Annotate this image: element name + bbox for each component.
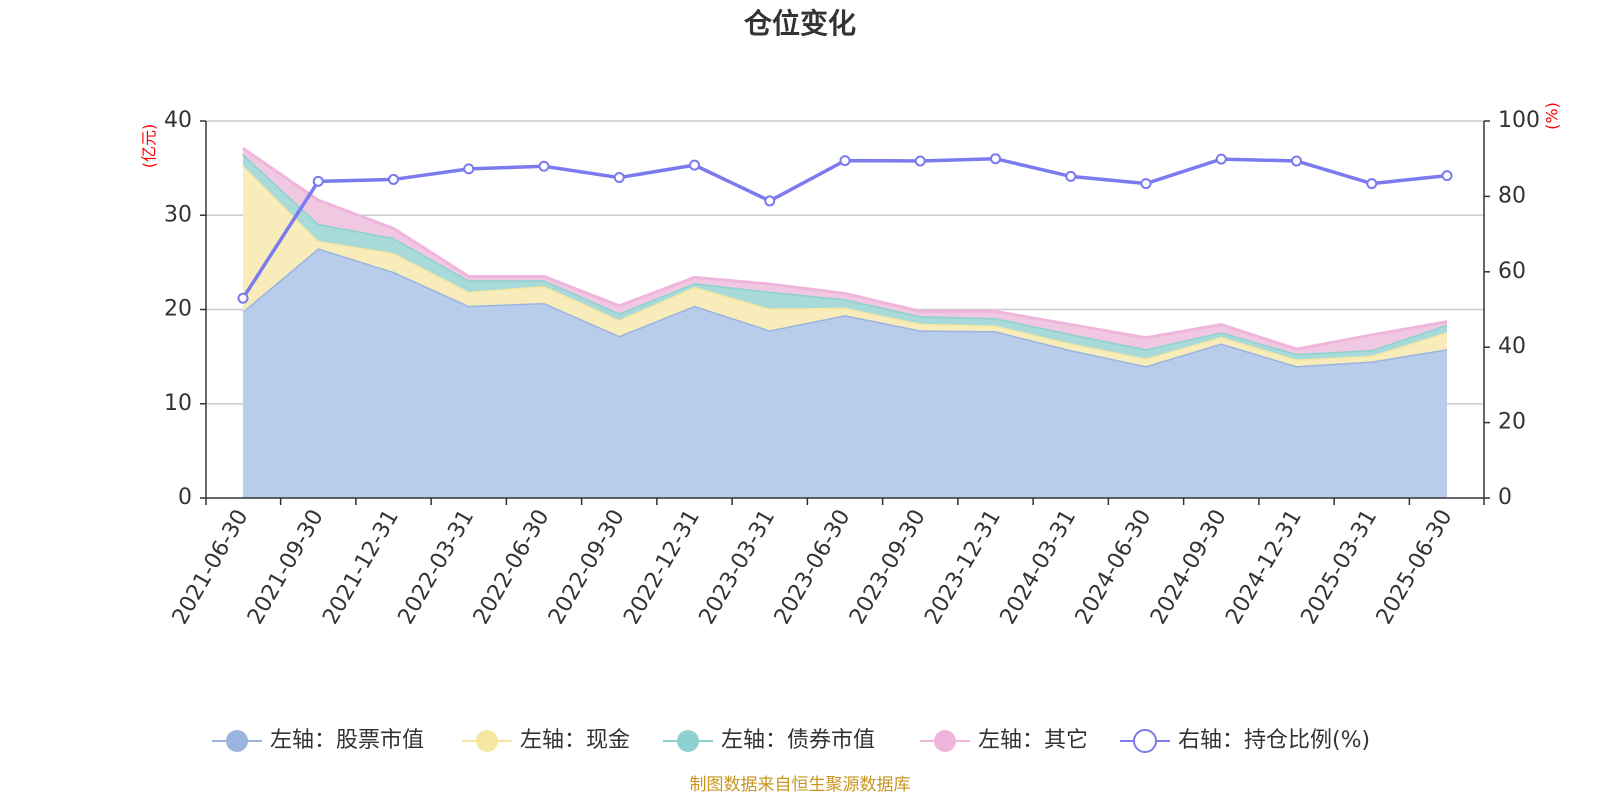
- ratio-point: [990, 153, 1001, 165]
- left-tick-label: 10: [164, 391, 192, 416]
- data-source-note: 制图数据来自恒生聚源数据库: [690, 775, 911, 795]
- legend[interactable]: 左轴：股票市值 左轴：现金 左轴：债券市值 左轴：其它 右轴：持仓比例(%): [212, 728, 1370, 753]
- legend-label: 左轴：股票市值: [270, 728, 424, 753]
- x-tick-label: 2022-06-30: [469, 506, 555, 629]
- ratio-point: [388, 173, 399, 185]
- ratio-point: [237, 292, 249, 304]
- x-tick-label: 2024-03-31: [996, 506, 1082, 629]
- legend-item-2[interactable]: 左轴：债券市值: [663, 728, 875, 753]
- ratio-point: [613, 172, 625, 184]
- ratio-point: [1065, 170, 1077, 182]
- legend-marker: [934, 730, 956, 752]
- legend-item-1[interactable]: 左轴：现金: [462, 728, 630, 753]
- ratio-point: [1441, 170, 1453, 182]
- right-tick-label: 0: [1498, 485, 1512, 510]
- ratio-point: [538, 160, 550, 172]
- x-tick-label: 2024-12-31: [1221, 506, 1307, 629]
- x-tick-label: 2023-09-30: [845, 506, 931, 629]
- x-tick-label: 2022-12-31: [619, 506, 705, 629]
- ratio-point: [463, 163, 475, 175]
- x-tick-label: 2022-09-30: [544, 506, 630, 629]
- chart-title: 仓位变化: [744, 7, 856, 40]
- left-tick-label: 20: [164, 297, 192, 322]
- x-tick-label: 2024-06-30: [1071, 506, 1157, 629]
- x-tick-label: 2023-12-31: [920, 506, 1006, 629]
- legend-marker-hollow: [1133, 729, 1157, 753]
- ratio-point: [1140, 178, 1152, 190]
- x-tick-label: 2023-06-30: [770, 506, 856, 629]
- right-axis-unit: (%): [1543, 102, 1562, 130]
- legend-marker: [677, 730, 699, 752]
- ratio-point: [1366, 178, 1378, 190]
- right-tick-label: 40: [1498, 334, 1526, 359]
- x-tick-label: 2024-09-30: [1146, 506, 1232, 629]
- legend-label: 左轴：其它: [978, 728, 1088, 753]
- x-tick-label: 2025-06-30: [1372, 506, 1458, 629]
- x-tick-label: 2021-06-30: [168, 506, 254, 629]
- right-tick-label: 80: [1498, 183, 1526, 208]
- x-tick-label: 2022-03-31: [394, 506, 480, 629]
- legend-item-0[interactable]: 左轴：股票市值: [212, 728, 424, 753]
- ratio-point: [1291, 155, 1302, 167]
- ratio-point: [839, 155, 851, 167]
- legend-label: 右轴：持仓比例(%): [1178, 728, 1370, 753]
- ratio-point: [1215, 153, 1227, 165]
- ratio-point: [764, 195, 776, 207]
- area-0: [243, 248, 1447, 498]
- legend-marker: [476, 730, 498, 752]
- x-tick-label: 2021-09-30: [243, 506, 329, 629]
- ratio-line-layer: [237, 153, 1453, 304]
- right-tick-label: 20: [1498, 410, 1526, 435]
- x-tick-label: 2023-03-31: [695, 506, 781, 629]
- right-tick-label: 60: [1498, 259, 1526, 284]
- left-tick-label: 40: [164, 108, 192, 133]
- legend-marker: [226, 730, 248, 752]
- ratio-point: [312, 175, 324, 187]
- x-tick-label: 2021-12-31: [318, 506, 404, 629]
- area-edge-3: [242, 147, 1448, 351]
- x-tick-label: 2025-03-31: [1297, 506, 1383, 629]
- legend-item-4[interactable]: 右轴：持仓比例(%): [1120, 728, 1370, 753]
- legend-label: 左轴：债券市值: [721, 728, 875, 753]
- legend-item-3[interactable]: 左轴：其它: [920, 728, 1088, 753]
- right-tick-label: 100: [1498, 108, 1540, 133]
- legend-label: 左轴：现金: [520, 728, 630, 753]
- stacked-areas: [241, 147, 1448, 498]
- left-axis-unit: (亿元): [140, 124, 159, 169]
- ratio-point: [689, 159, 700, 171]
- left-tick-label: 0: [178, 485, 192, 510]
- left-tick-label: 30: [164, 202, 192, 227]
- ratio-point: [914, 155, 926, 167]
